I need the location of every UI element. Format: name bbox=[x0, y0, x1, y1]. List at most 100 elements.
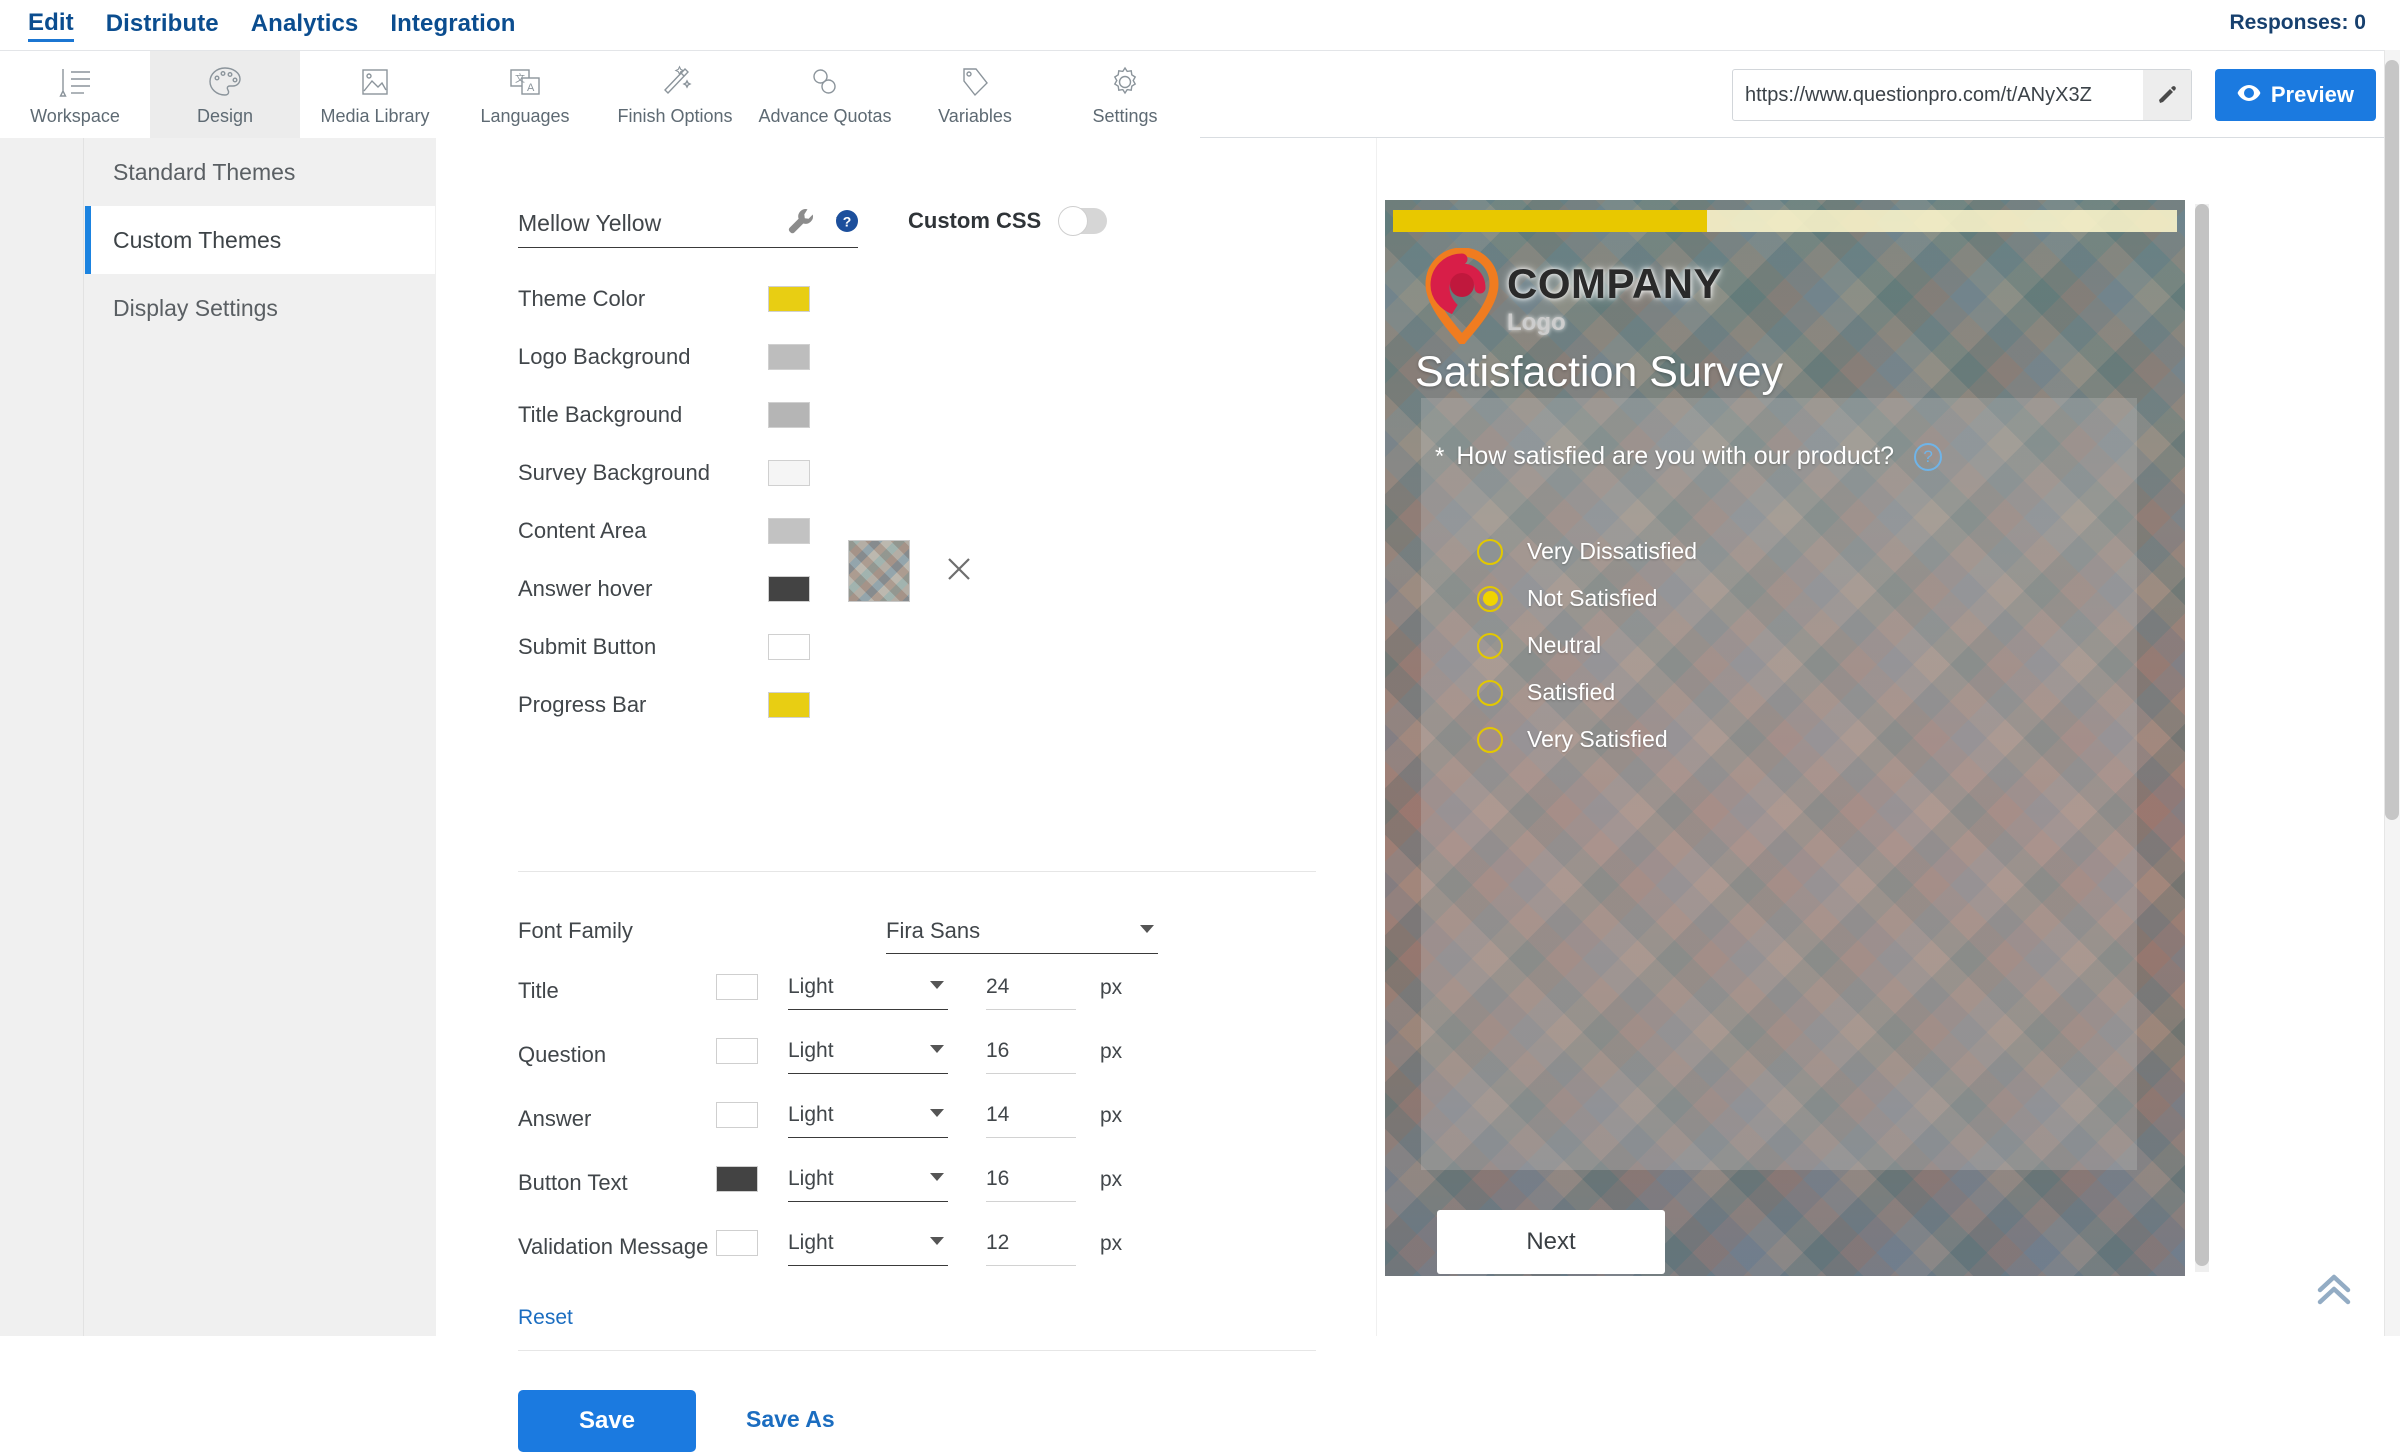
tool-variables[interactable]: Variables bbox=[900, 51, 1050, 138]
svg-text:A: A bbox=[527, 82, 535, 94]
tool-label: Media Library bbox=[320, 105, 430, 126]
help-circle-icon[interactable]: ? bbox=[834, 208, 860, 239]
survey-card: COMPANY Logo Satisfaction Survey * How s… bbox=[1385, 200, 2185, 1276]
font-color-swatch-validation-message[interactable] bbox=[716, 1230, 758, 1256]
tool-finish-options[interactable]: Finish Options bbox=[600, 51, 750, 138]
survey-url-field[interactable]: https://www.questionpro.com/t/ANyX3Z bbox=[1732, 69, 2192, 121]
color-swatch-survey-background[interactable] bbox=[768, 460, 810, 486]
tool-workspace[interactable]: Workspace bbox=[0, 51, 150, 138]
font-weight-select-title[interactable]: Light bbox=[788, 964, 948, 1010]
wrench-icon[interactable] bbox=[786, 206, 816, 241]
font-size-input-question[interactable] bbox=[986, 1028, 1076, 1074]
background-image-thumbnail[interactable] bbox=[848, 540, 910, 602]
tool-settings[interactable]: Settings bbox=[1050, 51, 1200, 138]
tool-advance-quotas[interactable]: Advance Quotas bbox=[750, 51, 900, 138]
font-size-input-answer[interactable] bbox=[986, 1092, 1076, 1138]
color-swatch-logo-background[interactable] bbox=[768, 344, 810, 370]
custom-css-toggle[interactable] bbox=[1058, 206, 1108, 236]
font-weight-select-answer[interactable]: Light bbox=[788, 1092, 948, 1138]
answer-option-not-satisfied[interactable]: Not Satisfied bbox=[1477, 585, 1657, 612]
design-toolbar: Workspace Design Media Library bbox=[0, 50, 2400, 138]
radio-icon[interactable] bbox=[1477, 679, 1503, 706]
color-swatch-title-background[interactable] bbox=[768, 402, 810, 428]
font-color-swatch-button-text[interactable] bbox=[716, 1166, 758, 1192]
radio-icon-selected[interactable] bbox=[1477, 585, 1503, 612]
preview-scrollbar-thumb[interactable] bbox=[2195, 204, 2209, 1266]
double-chevron-up-icon[interactable] bbox=[2312, 1271, 2356, 1314]
color-label: Content Area bbox=[518, 518, 647, 543]
font-weight-select-question[interactable]: Light bbox=[788, 1028, 948, 1074]
color-label: Submit Button bbox=[518, 634, 657, 659]
color-swatch-theme-color[interactable] bbox=[768, 286, 810, 312]
font-color-swatch-question[interactable] bbox=[716, 1038, 758, 1064]
sidebar-item-standard-themes[interactable]: Standard Themes bbox=[85, 138, 435, 206]
color-swatch-answer-hover[interactable] bbox=[768, 576, 810, 602]
menu-item-edit[interactable]: Edit bbox=[28, 9, 74, 42]
next-button[interactable]: Next bbox=[1437, 1210, 1665, 1274]
font-color-swatch-answer[interactable] bbox=[716, 1102, 758, 1128]
color-label: Logo Background bbox=[518, 344, 691, 369]
radio-icon[interactable] bbox=[1477, 632, 1503, 659]
tool-design[interactable]: Design bbox=[150, 51, 300, 138]
answer-option-neutral[interactable]: Neutral bbox=[1477, 632, 1601, 659]
tool-media-library[interactable]: Media Library bbox=[300, 51, 450, 138]
font-size-input-button-text[interactable] bbox=[986, 1156, 1076, 1202]
font-size-input-title[interactable] bbox=[986, 964, 1076, 1010]
color-swatch-progress-bar[interactable] bbox=[768, 692, 810, 718]
chevron-down-icon bbox=[930, 981, 944, 989]
font-size-input-validation-message[interactable] bbox=[986, 1220, 1076, 1266]
color-swatch-submit-button[interactable] bbox=[768, 634, 810, 660]
radio-icon[interactable] bbox=[1477, 726, 1503, 753]
sidebar-item-custom-themes[interactable]: Custom Themes bbox=[85, 206, 435, 274]
preview-button[interactable]: Preview bbox=[2214, 69, 2376, 121]
chevron-down-icon bbox=[930, 1045, 944, 1053]
radio-icon[interactable] bbox=[1477, 538, 1503, 565]
font-weight-select-validation-message[interactable]: Light bbox=[788, 1220, 948, 1266]
close-icon[interactable] bbox=[944, 554, 974, 589]
page-scrollbar-thumb[interactable] bbox=[2385, 60, 2399, 820]
preview-scrollbar-track[interactable] bbox=[2195, 204, 2209, 1272]
answer-option-satisfied[interactable]: Satisfied bbox=[1477, 679, 1615, 706]
tool-label: Advance Quotas bbox=[758, 105, 892, 126]
sidebar-item-label: Standard Themes bbox=[113, 158, 296, 185]
answer-label: Satisfied bbox=[1527, 679, 1616, 705]
tool-label: Finish Options bbox=[617, 105, 733, 126]
link-chain-icon bbox=[807, 63, 843, 101]
logo-text-block: COMPANY Logo bbox=[1507, 262, 1722, 336]
preview-button-label: Preview bbox=[2270, 82, 2354, 107]
theme-editor-panel: Mellow Yellow ? Custom CSS bbox=[436, 138, 1376, 1452]
menu-item-analytics[interactable]: Analytics bbox=[250, 10, 359, 37]
reset-link[interactable]: Reset bbox=[518, 1306, 573, 1329]
save-as-link[interactable]: Save As bbox=[746, 1406, 835, 1432]
tool-label: Workspace bbox=[30, 105, 120, 126]
save-button[interactable]: Save bbox=[518, 1390, 696, 1452]
font-weight-value: Light bbox=[788, 1102, 834, 1126]
magic-wand-icon bbox=[657, 63, 693, 101]
toggle-knob bbox=[1058, 206, 1089, 236]
font-family-select[interactable]: Fira Sans bbox=[886, 908, 1158, 954]
font-row-answer: Answer Light px bbox=[518, 1092, 1318, 1156]
menu-item-distribute[interactable]: Distribute bbox=[105, 10, 219, 37]
sidebar-item-label: Custom Themes bbox=[113, 226, 282, 253]
menu-item-integration[interactable]: Integration bbox=[390, 10, 516, 37]
image-icon bbox=[357, 63, 393, 101]
location-pin-logo-icon bbox=[1421, 247, 1503, 349]
theme-select[interactable]: Mellow Yellow bbox=[518, 200, 858, 248]
logo-sub-text: Logo bbox=[1507, 308, 1566, 336]
tool-label: Languages bbox=[480, 105, 570, 126]
sidebar-item-display-settings[interactable]: Display Settings bbox=[85, 274, 435, 342]
answer-option-very-dissatisfied[interactable]: Very Dissatisfied bbox=[1477, 538, 1697, 565]
color-swatch-content-area[interactable] bbox=[768, 518, 810, 544]
color-row-title-background: Title Background bbox=[518, 396, 1318, 434]
survey-preview-panel: COMPANY Logo Satisfaction Survey * How s… bbox=[1377, 138, 2400, 1336]
progress-bar-fill bbox=[1393, 210, 1707, 232]
font-color-swatch-title[interactable] bbox=[716, 974, 758, 1000]
pencil-icon[interactable] bbox=[2143, 70, 2191, 120]
answer-option-very-satisfied[interactable]: Very Satisfied bbox=[1477, 726, 1668, 753]
color-row-progress-bar: Progress Bar bbox=[518, 686, 1318, 724]
answer-label: Very Satisfied bbox=[1527, 726, 1668, 752]
font-weight-select-button-text[interactable]: Light bbox=[788, 1156, 948, 1202]
tool-languages[interactable]: 文 A Languages bbox=[450, 51, 600, 138]
page-body: Standard Themes Custom Themes Display Se… bbox=[0, 138, 2400, 1452]
question-help-icon[interactable]: ? bbox=[1914, 442, 1943, 471]
